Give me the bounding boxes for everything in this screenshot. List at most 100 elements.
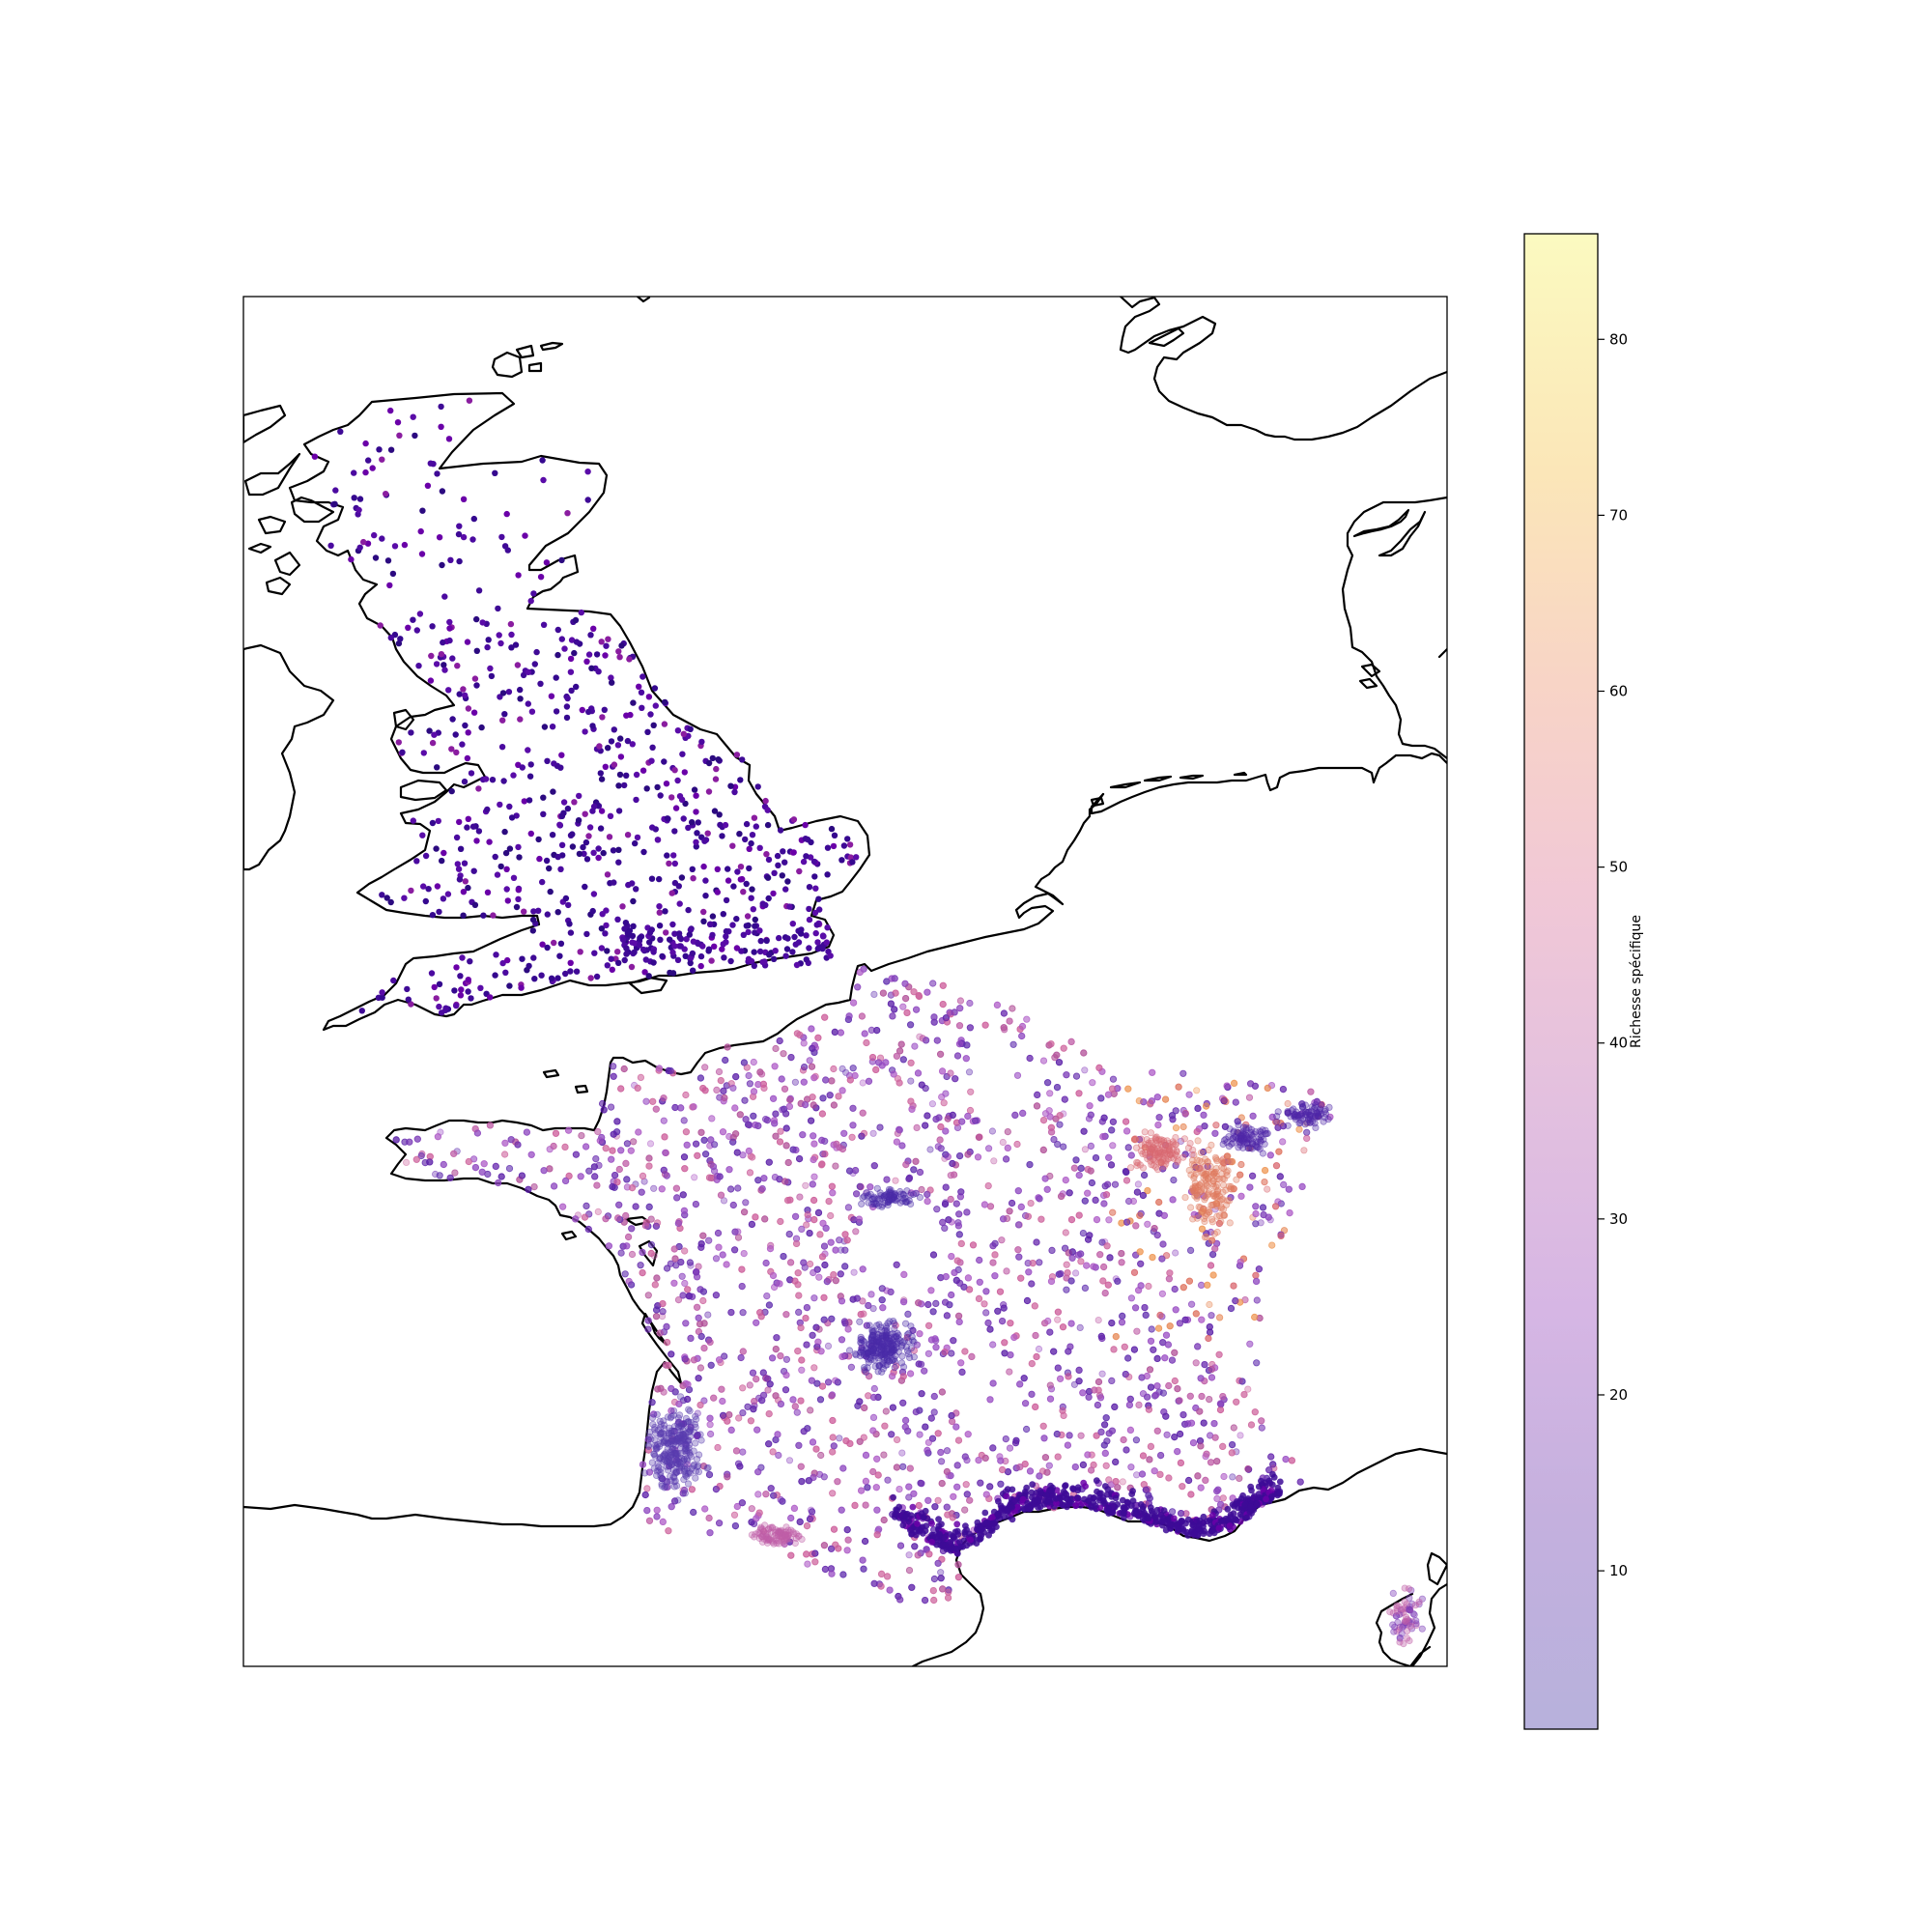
- observation-point: [754, 1491, 762, 1498]
- observation-point: [557, 866, 564, 872]
- observation-point: [671, 930, 678, 937]
- coastline-ireland: [243, 643, 335, 871]
- observation-point: [761, 958, 768, 965]
- observation-point: [1232, 1297, 1239, 1305]
- observation-point: [544, 911, 551, 918]
- observation-point: [752, 923, 758, 929]
- observation-point: [531, 976, 538, 982]
- observation-point: [905, 1551, 913, 1559]
- observation-point: [1077, 1258, 1085, 1265]
- observation-point: [1111, 1403, 1119, 1411]
- observation-point: [602, 652, 609, 659]
- observation-point: [1246, 1340, 1254, 1348]
- observation-point: [499, 959, 506, 967]
- observation-point: [1133, 1471, 1141, 1479]
- observation-point: [646, 939, 653, 946]
- observation-point: [1244, 1385, 1252, 1393]
- observation-point: [598, 776, 606, 782]
- observation-point: [730, 1511, 739, 1519]
- observation-point: [1295, 1125, 1303, 1133]
- observation-point: [484, 806, 491, 813]
- observation-point: [1014, 1221, 1023, 1229]
- observation-point: [815, 895, 822, 902]
- observation-point: [690, 875, 696, 882]
- observation-point: [789, 921, 796, 927]
- observation-point: [1187, 1491, 1195, 1498]
- observation-point: [763, 851, 770, 858]
- observation-point: [764, 1386, 772, 1394]
- observation-point: [898, 1449, 906, 1457]
- observation-point: [748, 957, 755, 965]
- observation-point: [590, 891, 598, 897]
- observation-point: [615, 959, 622, 966]
- observation-point: [492, 1162, 499, 1171]
- observation-point: [771, 1063, 779, 1070]
- observation-point: [989, 1379, 997, 1387]
- observation-point: [1081, 1066, 1089, 1074]
- observation-point: [525, 747, 531, 753]
- observation-point: [1060, 1143, 1067, 1151]
- observation-point: [576, 850, 583, 858]
- observation-point: [429, 912, 437, 919]
- observation-point: [1101, 1238, 1109, 1246]
- observation-point: [556, 952, 563, 959]
- observation-point: [840, 842, 848, 849]
- observation-point: [379, 535, 385, 542]
- coastline-frisian-2: [1143, 775, 1173, 782]
- observation-point: [1045, 1462, 1053, 1469]
- observation-point: [436, 908, 442, 916]
- observation-point: [630, 1138, 638, 1146]
- observation-point: [1105, 1153, 1113, 1161]
- observation-point: [544, 757, 551, 764]
- observation-point: [723, 933, 729, 940]
- observation-point: [1009, 1005, 1016, 1012]
- observation-point: [681, 1279, 689, 1288]
- observation-point: [530, 908, 537, 915]
- observation-point: [706, 1421, 714, 1429]
- observation-point: [497, 801, 503, 809]
- observation-point: [469, 823, 477, 830]
- observation-point: [564, 695, 571, 702]
- observation-point: [844, 1204, 853, 1211]
- observation-point: [693, 809, 699, 815]
- observation-point: [438, 403, 444, 411]
- observation-point: [709, 754, 716, 762]
- observation-point: [465, 988, 471, 995]
- observation-point: [752, 916, 758, 923]
- observation-point: [438, 423, 444, 430]
- observation-point: [668, 890, 675, 896]
- observation-point: [661, 721, 668, 727]
- observation-point: [441, 593, 448, 600]
- observation-point: [1219, 1494, 1227, 1502]
- observation-point: [488, 672, 496, 680]
- observation-point: [790, 1504, 799, 1513]
- observation-point: [1003, 1267, 1010, 1275]
- observation-point: [824, 924, 831, 931]
- observation-point: [990, 1157, 998, 1165]
- observation-point: [674, 727, 682, 734]
- observation-point: [810, 858, 818, 866]
- observation-point: [413, 627, 420, 634]
- observation-point: [475, 828, 483, 835]
- observation-point: [621, 781, 628, 789]
- observation-point: [434, 470, 440, 477]
- observation-point: [571, 799, 578, 806]
- observation-point: [800, 1039, 808, 1047]
- observation-point: [930, 1408, 938, 1416]
- coastline-islay: [265, 576, 292, 596]
- observation-point: [852, 1228, 860, 1236]
- observation-point: [1046, 1328, 1054, 1336]
- observation-point: [554, 853, 561, 861]
- observation-point: [458, 986, 465, 993]
- observation-point: [668, 794, 675, 801]
- observation-point: [700, 863, 707, 870]
- observation-point: [827, 1238, 835, 1246]
- observation-point: [564, 510, 571, 517]
- observation-point: [795, 939, 803, 946]
- observation-point: [1014, 1187, 1022, 1195]
- observation-point: [571, 649, 578, 657]
- observation-point: [637, 1262, 644, 1269]
- observation-point: [446, 1174, 454, 1181]
- observation-point: [691, 1174, 698, 1181]
- observation-point: [496, 632, 502, 639]
